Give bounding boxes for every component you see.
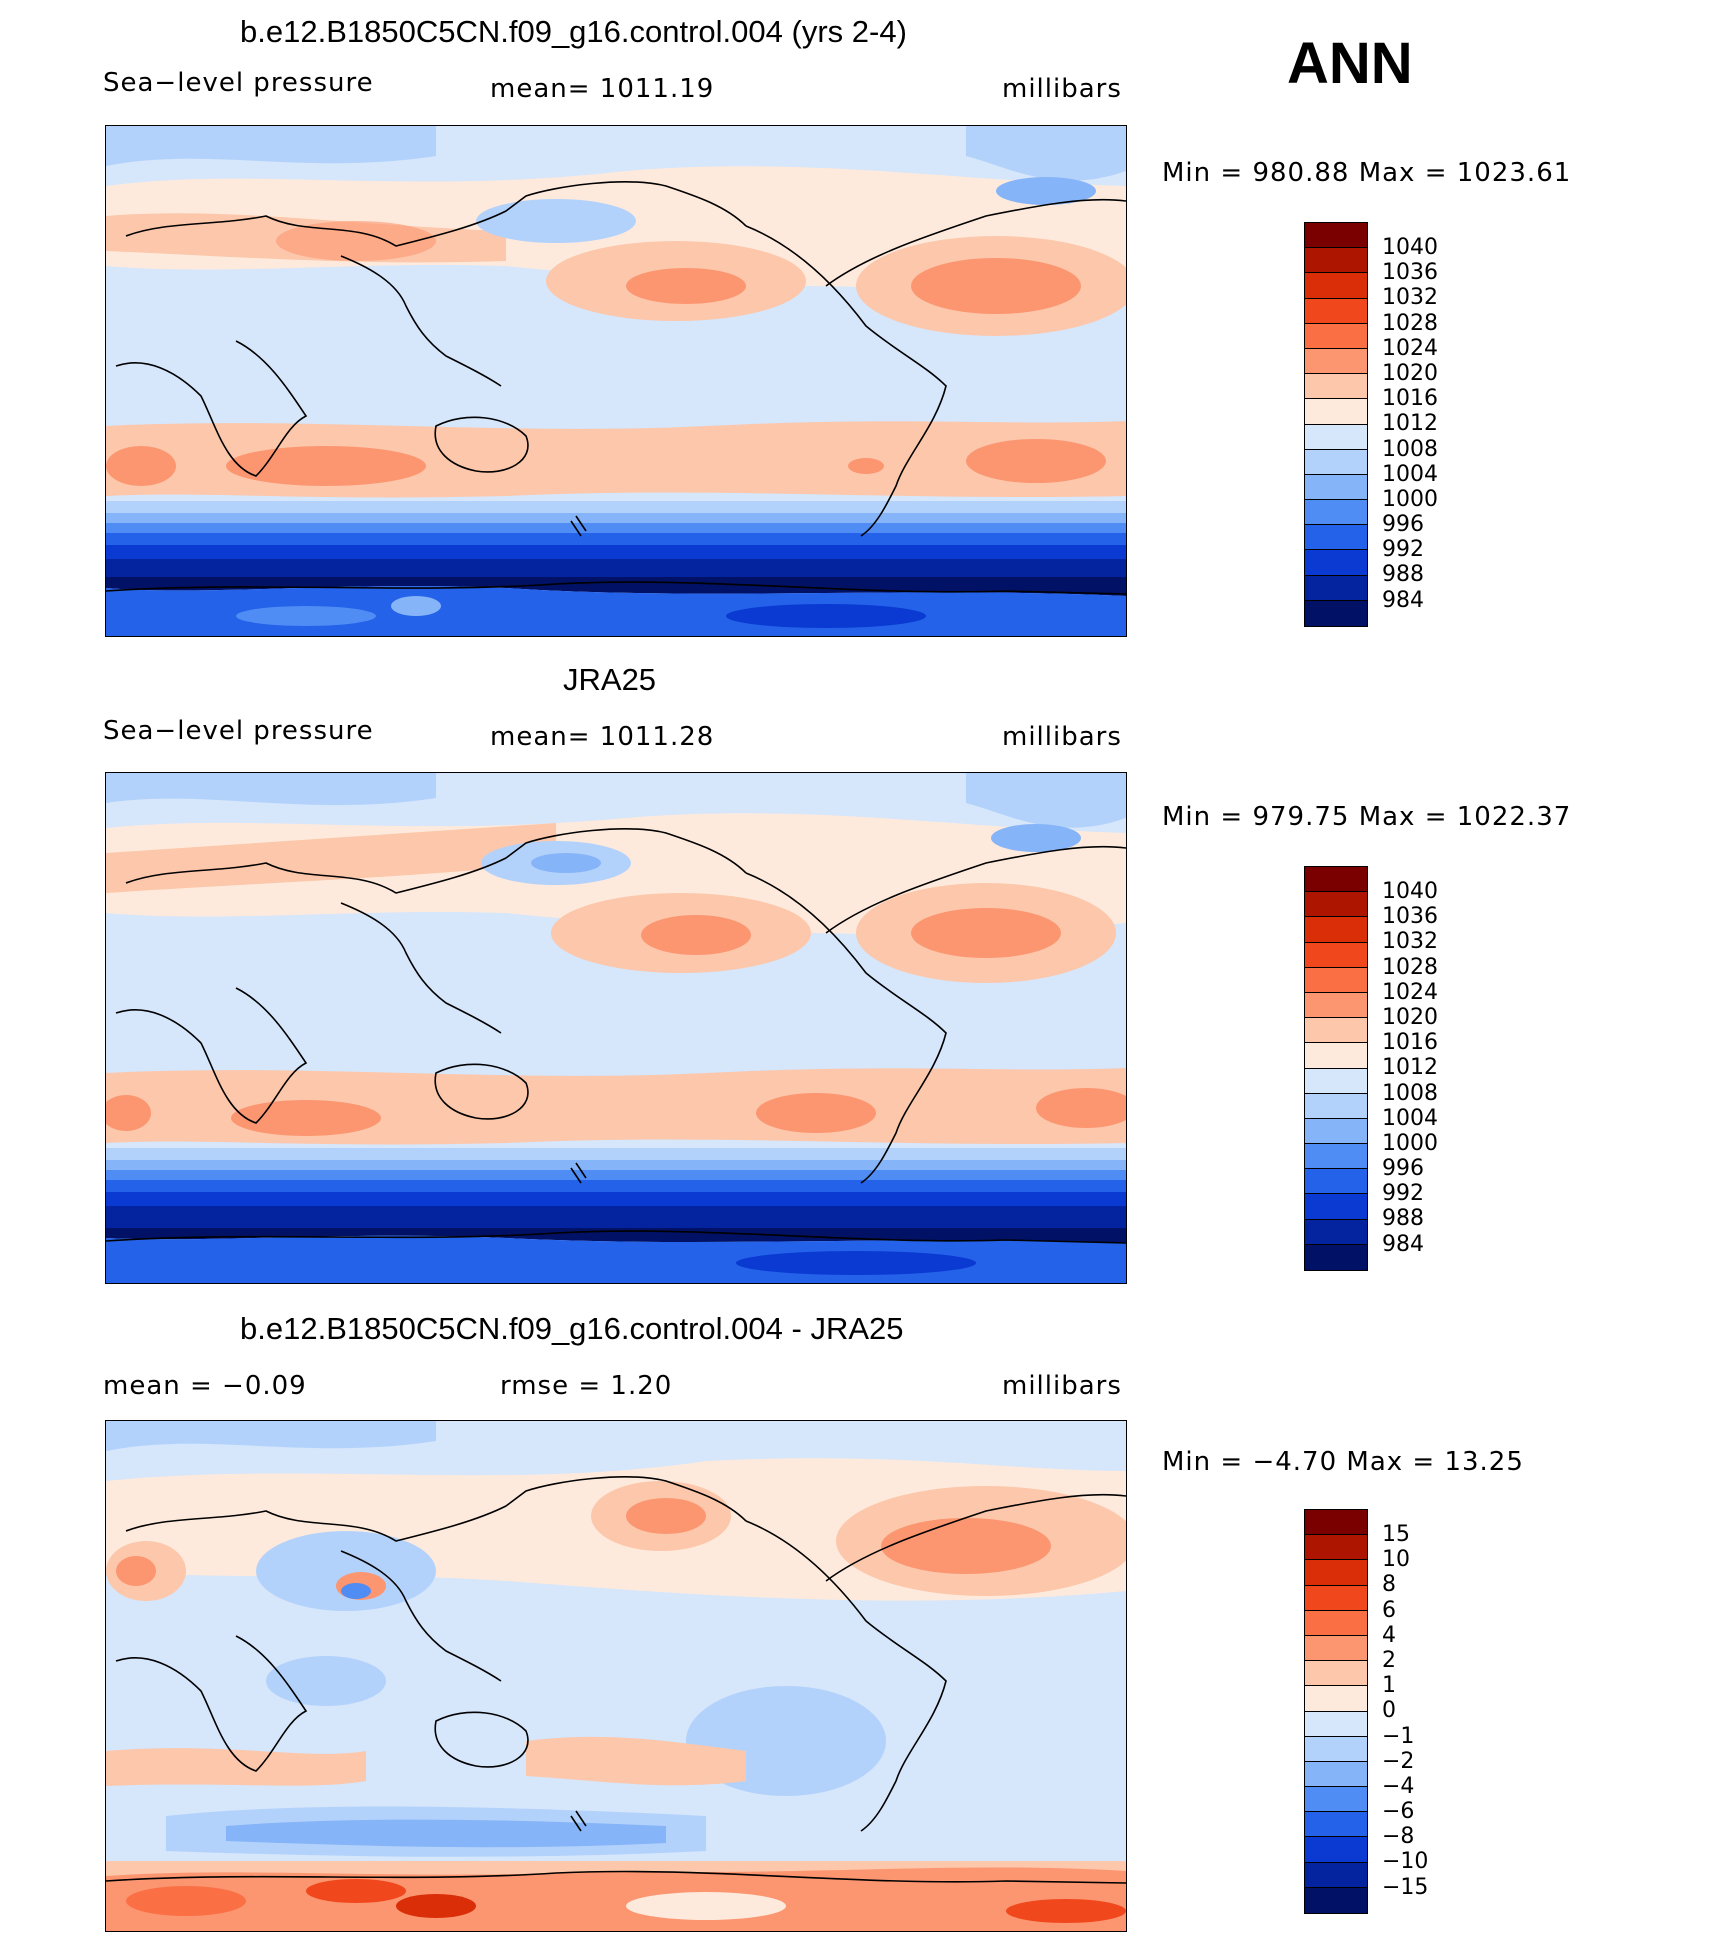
panel1-title: b.e12.B1850C5CN.f09_g16.control.004 (yrs… <box>240 14 907 49</box>
cbar-tick: 1032 <box>1382 929 1438 955</box>
cbar-tick: −8 <box>1382 1824 1415 1850</box>
cbar-tick: 1008 <box>1382 436 1438 462</box>
cbar-tick: 1028 <box>1382 310 1438 336</box>
panel3-rmse-label: rmse = 1.20 <box>500 1371 673 1401</box>
cbar-tick: 984 <box>1382 587 1424 613</box>
cbar-tick: 1012 <box>1382 411 1438 437</box>
panel3-units-label: millibars <box>1002 1371 1122 1401</box>
cbar-tick: 992 <box>1382 1181 1424 1207</box>
cbar-tick: 992 <box>1382 537 1424 563</box>
panel2-colorbar <box>1304 866 1368 1271</box>
panel2-title: JRA25 <box>563 662 657 697</box>
cbar-tick: −10 <box>1382 1849 1429 1875</box>
panel3-minmax: Min = −4.70 Max = 13.25 <box>1162 1447 1524 1477</box>
cbar-tick: 1036 <box>1382 260 1438 286</box>
cbar-tick: 1012 <box>1382 1055 1438 1081</box>
cbar-tick: 1004 <box>1382 461 1438 487</box>
cbar-tick: 996 <box>1382 512 1424 538</box>
cbar-tick: 988 <box>1382 562 1424 588</box>
panel3-colorbar <box>1304 1509 1368 1914</box>
cbar-tick: 988 <box>1382 1206 1424 1232</box>
cbar-tick: 1040 <box>1382 879 1438 904</box>
cbar-tick: 1036 <box>1382 904 1438 930</box>
cbar-tick: 1040 <box>1382 235 1438 260</box>
panel1-minmax: Min = 980.88 Max = 1023.61 <box>1162 158 1572 188</box>
cbar-tick: 2 <box>1382 1647 1396 1673</box>
cbar-tick: 1032 <box>1382 285 1438 311</box>
cbar-tick: 1000 <box>1382 486 1438 512</box>
cbar-tick: 1008 <box>1382 1080 1438 1106</box>
cbar-tick: 8 <box>1382 1572 1396 1598</box>
panel2-colorbar-labels: 1040 1036 1032 1028 1024 1020 1016 1012 … <box>1382 879 1462 1257</box>
cbar-tick: −1 <box>1382 1723 1415 1749</box>
cbar-tick: 984 <box>1382 1231 1424 1257</box>
cbar-tick: −4 <box>1382 1773 1415 1799</box>
season-label: ANN <box>1287 31 1413 96</box>
panel2-mean-label: mean= 1011.28 <box>490 722 715 752</box>
panel3-map <box>105 1420 1127 1932</box>
cbar-tick: 6 <box>1382 1597 1396 1623</box>
cbar-tick: 1016 <box>1382 386 1438 412</box>
panel2-map <box>105 772 1127 1284</box>
cbar-tick: 1020 <box>1382 360 1438 386</box>
cbar-tick: 1016 <box>1382 1030 1438 1056</box>
cbar-tick: 1028 <box>1382 954 1438 980</box>
cbar-tick: 1024 <box>1382 335 1438 361</box>
panel1-units-label: millibars <box>1002 74 1122 104</box>
panel1-left-label: Sea−level pressure <box>103 68 374 98</box>
panel1-colorbar <box>1304 222 1368 627</box>
cbar-tick: 1000 <box>1382 1130 1438 1156</box>
cbar-tick: 1004 <box>1382 1105 1438 1131</box>
cbar-tick: 15 <box>1382 1522 1410 1547</box>
panel1-map <box>105 125 1127 637</box>
panel3-colorbar-labels: 15 10 8 6 4 2 1 0 −1 −2 −4 −6 −8 −10 −15 <box>1382 1522 1462 1900</box>
cbar-tick: 4 <box>1382 1622 1396 1648</box>
cbar-tick: −2 <box>1382 1748 1415 1774</box>
cbar-tick: 0 <box>1382 1698 1396 1724</box>
panel2-minmax: Min = 979.75 Max = 1022.37 <box>1162 802 1572 832</box>
panel1-colorbar-labels: 1040 1036 1032 1028 1024 1020 1016 1012 … <box>1382 235 1462 613</box>
cbar-tick: 1024 <box>1382 979 1438 1005</box>
cbar-tick: 1 <box>1382 1673 1396 1699</box>
panel1-mean-label: mean= 1011.19 <box>490 74 715 104</box>
panel3-mean-label: mean = −0.09 <box>103 1371 307 1401</box>
panel3-title: b.e12.B1850C5CN.f09_g16.control.004 - JR… <box>240 1311 904 1346</box>
cbar-tick: −6 <box>1382 1799 1415 1825</box>
panel2-left-label: Sea−level pressure <box>103 716 374 746</box>
panel2-units-label: millibars <box>1002 722 1122 752</box>
cbar-tick: −15 <box>1382 1874 1429 1900</box>
cbar-tick: 1020 <box>1382 1004 1438 1030</box>
cbar-tick: 996 <box>1382 1156 1424 1182</box>
cbar-tick: 10 <box>1382 1547 1410 1573</box>
